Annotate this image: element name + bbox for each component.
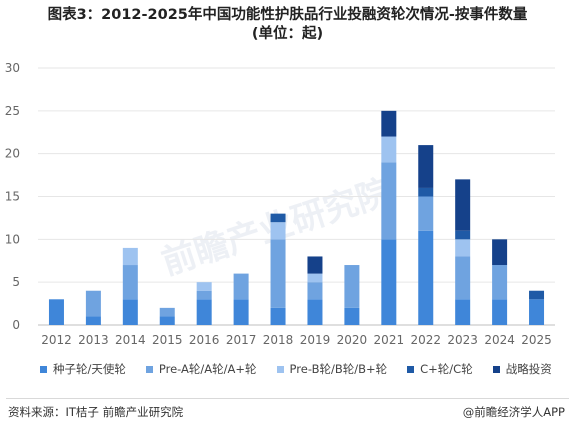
legend-label: 战略投资 (505, 362, 552, 376)
y-tick-label: 25 (5, 104, 20, 118)
bar-segment (418, 196, 434, 231)
bar-segment (270, 213, 286, 223)
x-tick-label: 2021 (374, 333, 405, 347)
legend-item: 种子轮/天使轮 (40, 361, 126, 377)
legend-swatch (407, 365, 415, 373)
bar-segment (455, 239, 471, 257)
bar-segment (122, 265, 138, 300)
bar-segment (270, 307, 286, 325)
bar-segment (85, 316, 101, 325)
source-note: 资料来源：IT桔子 前瞻产业研究院 (8, 405, 184, 419)
bar-segment (233, 273, 249, 300)
bar-segment (455, 179, 471, 231)
y-tick-label: 30 (5, 61, 20, 75)
bar-segment (307, 256, 323, 274)
bar-segment (492, 265, 508, 300)
bar-segment (381, 239, 397, 325)
bar-segment (307, 299, 323, 325)
chart-title: 图表3：2012-2025年中国功能性护肤品行业投融资轮次情况-按事件数量 (单… (0, 6, 575, 44)
x-tick-label: 2024 (484, 333, 515, 347)
bar-segment (307, 282, 323, 300)
bar-segment (159, 316, 175, 325)
footer-divider (6, 398, 569, 399)
x-axis: 2012 2013 2014 2015 2016 2017 2018 2019 2020 2021… (41, 333, 552, 347)
bar-segment (492, 299, 508, 325)
legend-swatch (40, 365, 47, 373)
bar-segment (196, 290, 212, 300)
legend-swatch (145, 365, 153, 373)
x-tick-label: 2022 (410, 333, 441, 347)
bar-segment (455, 230, 471, 240)
bar-segment (381, 162, 397, 240)
bar-segment (48, 299, 64, 325)
bar-segment (270, 239, 286, 308)
x-tick-label: 2017 (226, 333, 257, 347)
y-tick-label: 20 (5, 147, 20, 161)
x-tick-label: 2025 (521, 333, 552, 347)
bar-segment (122, 247, 138, 266)
bar-segment (122, 299, 138, 325)
bar-segment (307, 273, 323, 283)
legend: 种子轮/天使轮 Pre-A轮/A轮/A+轮 Pre-B轮/B轮/B+轮 C+轮/C轮 战… (40, 360, 560, 378)
bar-segment (381, 110, 397, 137)
y-tick-label: 0 (12, 318, 20, 332)
legend-item: 战略投资 (492, 361, 552, 377)
bar-segment (381, 136, 397, 163)
bar-segment (529, 299, 545, 325)
x-tick-label: 2013 (78, 333, 109, 347)
bar-segment (418, 187, 434, 197)
bar-segment (455, 256, 471, 300)
bar-segment (85, 290, 101, 317)
legend-swatch (276, 365, 284, 373)
x-tick-label: 2023 (447, 333, 478, 347)
bar-segment (418, 145, 434, 188)
legend-item: Pre-A轮/A轮/A+轮 (145, 361, 257, 377)
legend-item: Pre-B轮/B轮/B+轮 (276, 361, 388, 377)
y-tick-label: 5 (12, 275, 20, 289)
bar-segment (344, 265, 360, 308)
x-tick-label: 2012 (41, 333, 72, 347)
credit-note: @前瞻经济学人APP (462, 405, 565, 419)
legend-item: C+轮/C轮 (407, 361, 473, 377)
bar-segment (455, 299, 471, 325)
bar-segment (418, 230, 434, 325)
bar-segment (196, 282, 212, 291)
x-tick-label: 2018 (263, 333, 294, 347)
x-tick-label: 2016 (189, 333, 220, 347)
legend-label: 种子轮/天使轮 (53, 362, 126, 376)
bar-segment (492, 239, 508, 266)
x-tick-label: 2015 (152, 333, 183, 347)
chart-title-line2: (单位：起) (251, 26, 324, 42)
chart-title-line1: 图表3：2012-2025年中国功能性护肤品行业投融资轮次情况-按事件数量 (47, 7, 528, 23)
x-tick-label: 2019 (300, 333, 331, 347)
bar-segment (159, 307, 175, 317)
legend-label: C+轮/C轮 (420, 362, 473, 376)
legend-label: Pre-B轮/B轮/B+轮 (289, 362, 388, 376)
x-tick-label: 2014 (115, 333, 146, 347)
bar-segment (344, 307, 360, 325)
legend-label: Pre-A轮/A轮/A+轮 (158, 362, 257, 376)
bar-segment (529, 290, 545, 300)
bar-segment (196, 299, 212, 325)
bars (48, 110, 545, 325)
legend-swatch (492, 365, 500, 373)
y-tick-label: 15 (5, 190, 20, 204)
y-tick-label: 10 (5, 232, 20, 246)
grid (38, 67, 555, 283)
x-tick-label: 2020 (337, 333, 368, 347)
bar-segment (233, 299, 249, 325)
bar-segment (270, 222, 286, 240)
